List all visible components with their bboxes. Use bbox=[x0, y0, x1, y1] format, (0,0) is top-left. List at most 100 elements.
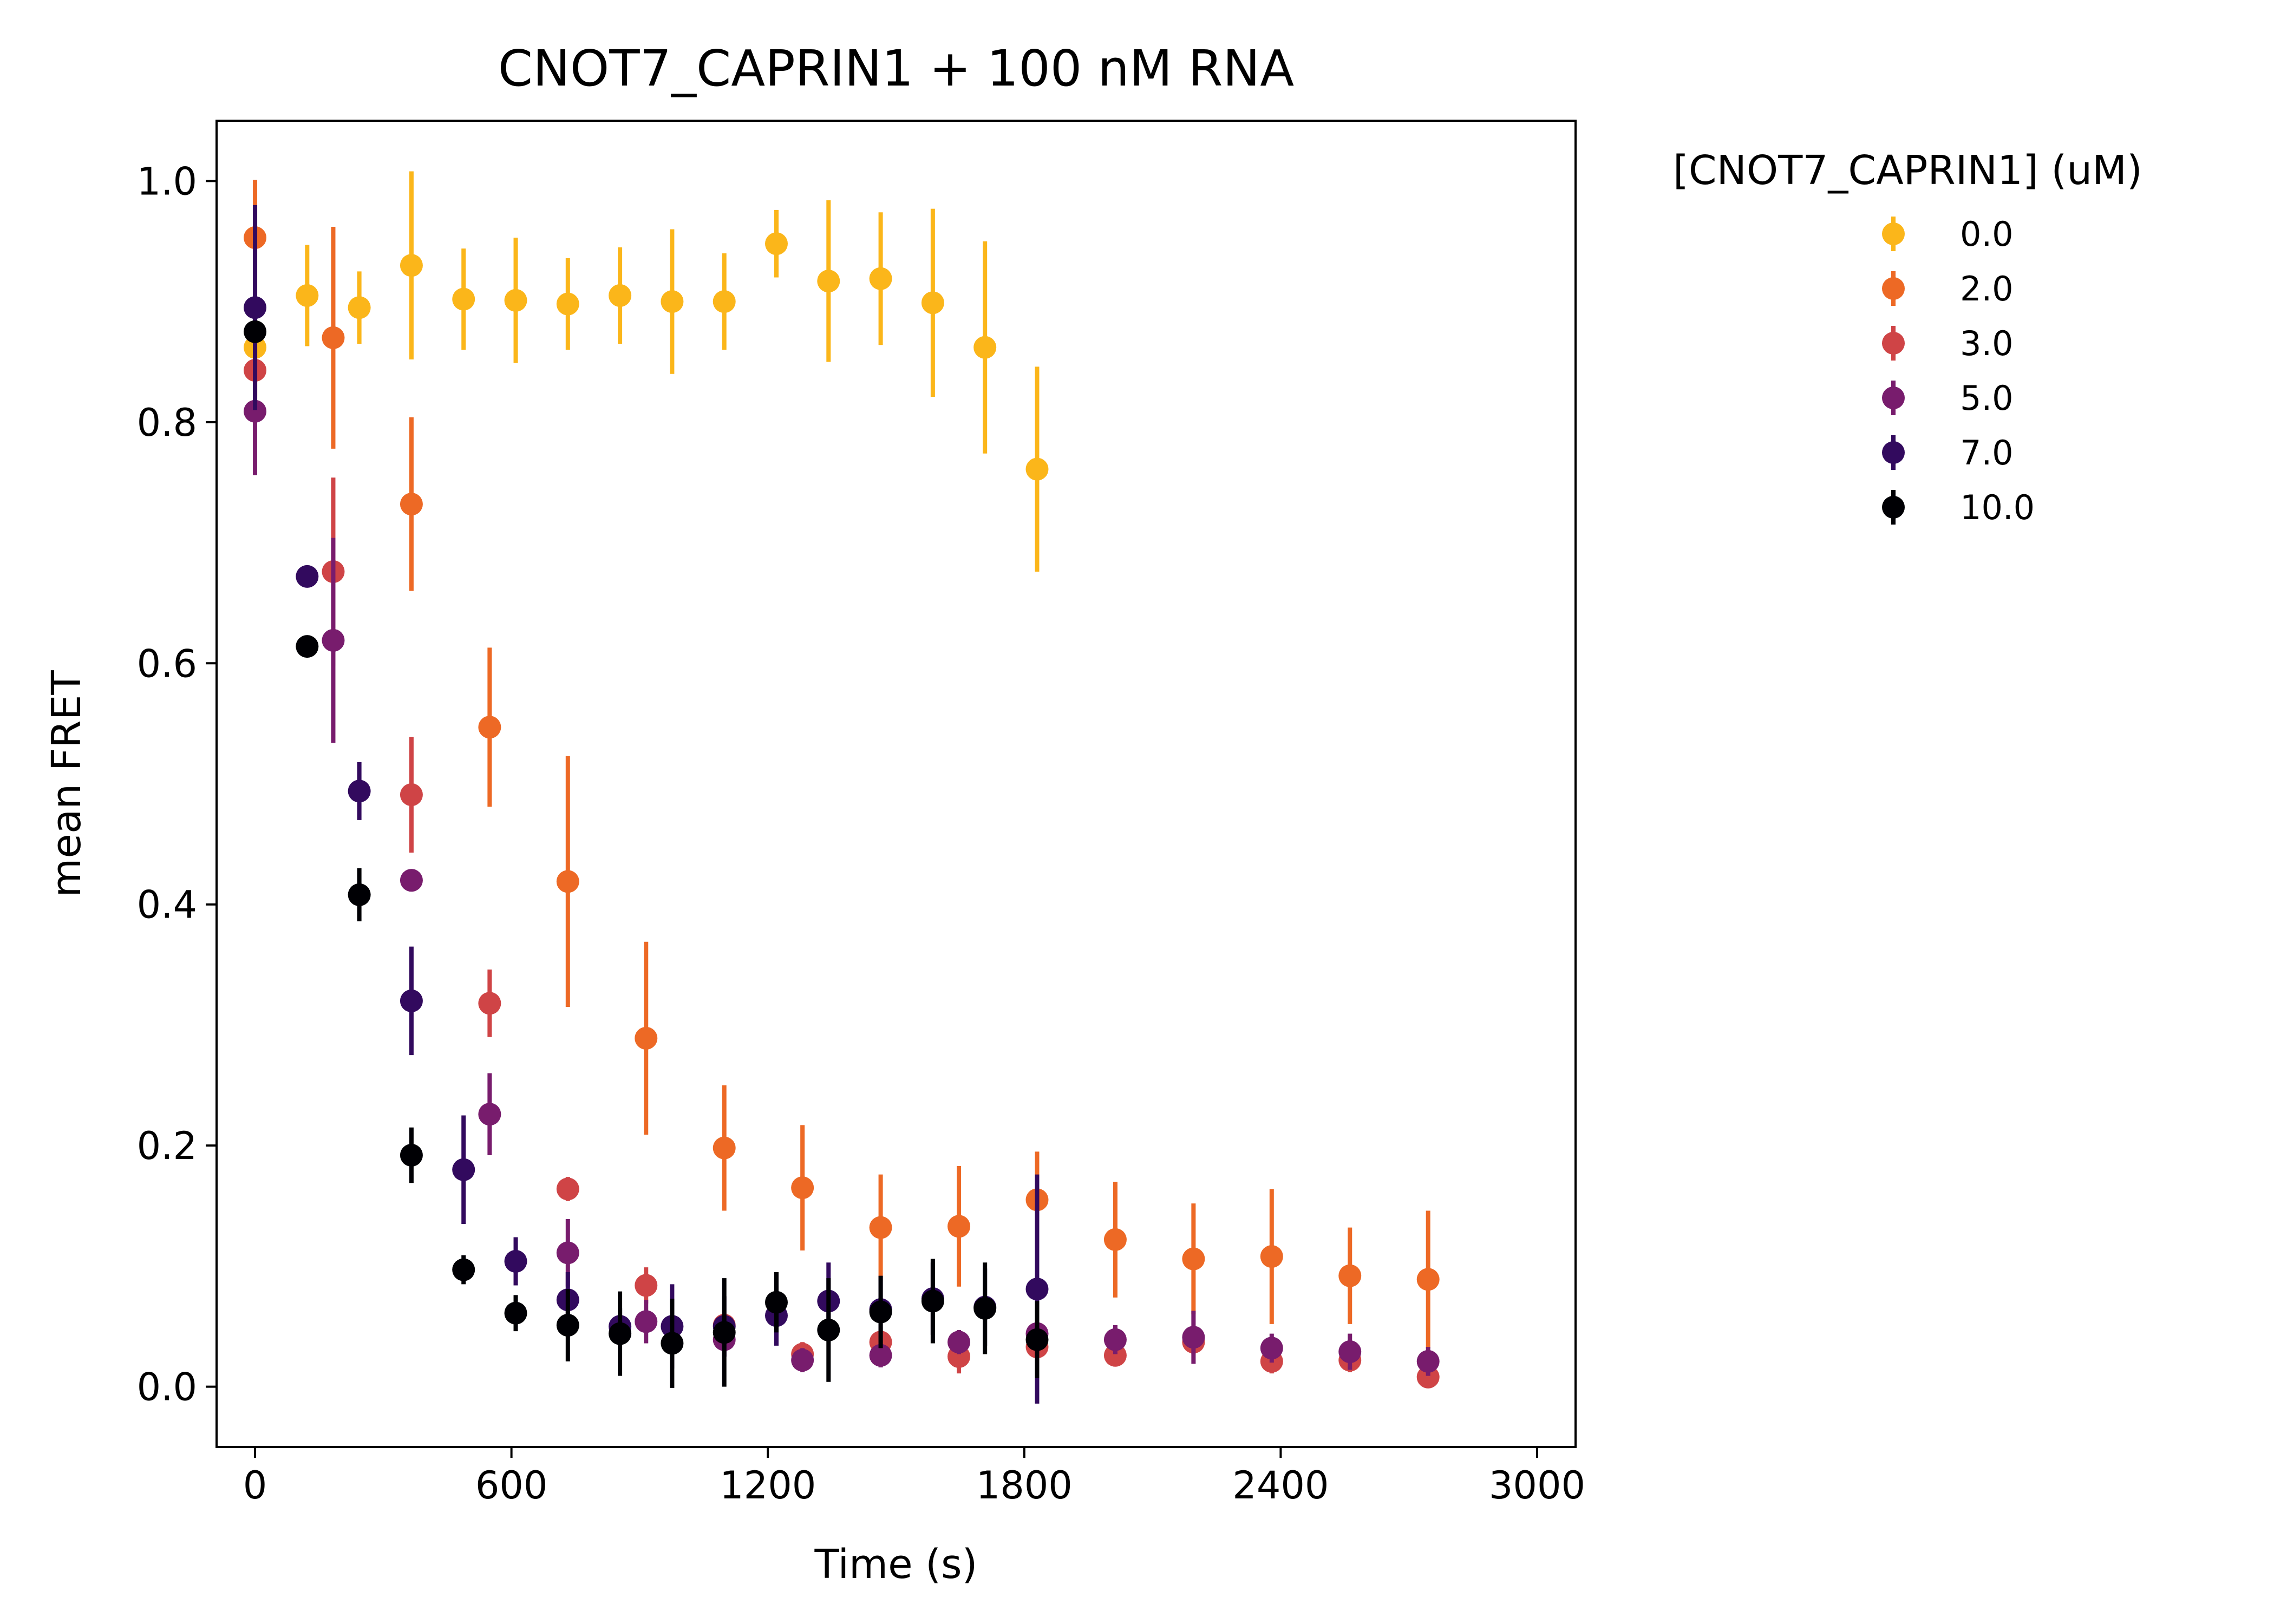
data-point bbox=[973, 1296, 997, 1320]
legend-item-0.0: 0.0 bbox=[1882, 214, 2014, 254]
data-point bbox=[400, 254, 423, 277]
data-point bbox=[609, 284, 632, 307]
data-point bbox=[948, 1331, 971, 1354]
legend-item-5.0: 5.0 bbox=[1882, 378, 2014, 418]
series-5.0 bbox=[244, 347, 1440, 1376]
series-0.0 bbox=[244, 171, 1049, 572]
data-point bbox=[504, 1301, 527, 1325]
legend-marker bbox=[1882, 441, 1905, 464]
x-tick-label: 2400 bbox=[1232, 1463, 1329, 1508]
data-point bbox=[791, 1176, 814, 1200]
data-point bbox=[244, 400, 267, 423]
data-point bbox=[556, 1177, 579, 1201]
x-tick-label: 3000 bbox=[1489, 1463, 1585, 1508]
data-point bbox=[1182, 1326, 1205, 1349]
data-point bbox=[452, 1258, 475, 1281]
data-point bbox=[244, 320, 267, 343]
data-point bbox=[791, 1348, 814, 1372]
y-tick-label: 0.6 bbox=[137, 641, 197, 686]
legend-item-3.0: 3.0 bbox=[1882, 324, 2014, 363]
data-point bbox=[556, 1314, 579, 1337]
y-tick-label: 1.0 bbox=[137, 159, 197, 204]
data-point bbox=[1103, 1228, 1127, 1251]
data-point bbox=[635, 1310, 658, 1333]
data-point bbox=[478, 1103, 501, 1126]
data-point bbox=[869, 1300, 892, 1324]
data-point bbox=[556, 1241, 579, 1265]
x-tick-label: 600 bbox=[475, 1463, 548, 1508]
data-point bbox=[1182, 1247, 1205, 1271]
legend-marker bbox=[1882, 496, 1905, 519]
data-point bbox=[452, 1158, 475, 1181]
data-point bbox=[296, 565, 319, 588]
x-tick-label: 0 bbox=[243, 1463, 267, 1508]
data-point bbox=[322, 326, 345, 349]
data-point bbox=[713, 290, 736, 313]
data-point bbox=[869, 1216, 892, 1239]
data-point bbox=[322, 628, 345, 652]
data-point bbox=[348, 883, 371, 906]
data-point bbox=[556, 870, 579, 893]
data-point bbox=[504, 289, 527, 312]
data-point bbox=[817, 1318, 840, 1341]
data-point bbox=[1103, 1344, 1127, 1367]
data-point bbox=[400, 783, 423, 807]
legend-label: 3.0 bbox=[1960, 324, 2014, 363]
x-axis: 0 600 1200 1800 2400 3000 bbox=[243, 1447, 1585, 1508]
data-point bbox=[869, 1344, 892, 1367]
data-point bbox=[1416, 1268, 1440, 1291]
data-point bbox=[1025, 1328, 1049, 1351]
data-point bbox=[504, 1250, 527, 1273]
data-point bbox=[869, 267, 892, 290]
data-point bbox=[348, 296, 371, 319]
legend-marker bbox=[1882, 332, 1905, 355]
legend-item-7.0: 7.0 bbox=[1882, 433, 2014, 473]
data-point bbox=[1260, 1337, 1283, 1360]
data-point bbox=[948, 1215, 971, 1238]
data-point bbox=[713, 1136, 736, 1160]
data-point bbox=[713, 1321, 736, 1344]
data-point bbox=[400, 869, 423, 892]
x-tick-label: 1200 bbox=[720, 1463, 816, 1508]
data-point bbox=[1025, 1278, 1049, 1301]
x-axis-label: Time (s) bbox=[814, 1541, 978, 1588]
data-point bbox=[1338, 1264, 1362, 1287]
data-point bbox=[478, 992, 501, 1015]
data-point bbox=[296, 284, 319, 307]
chart-title: CNOT7_CAPRIN1 + 100 nM RNA bbox=[498, 40, 1294, 97]
y-axis: 0.0 0.2 0.4 0.6 0.8 1.0 bbox=[137, 159, 217, 1410]
y-tick-label: 0.8 bbox=[137, 401, 197, 445]
legend-label: 5.0 bbox=[1960, 378, 2014, 418]
legend-title: [CNOT7_CAPRIN1] (uM) bbox=[1673, 147, 2142, 194]
data-point bbox=[635, 1274, 658, 1297]
data-point bbox=[1025, 457, 1049, 481]
y-tick-label: 0.0 bbox=[137, 1365, 197, 1410]
legend-item-10.0: 10.0 bbox=[1882, 488, 2035, 527]
data-point bbox=[1416, 1350, 1440, 1373]
legend-label: 0.0 bbox=[1960, 214, 2014, 254]
data-point bbox=[817, 270, 840, 293]
legend-label: 2.0 bbox=[1960, 269, 2014, 309]
data-point bbox=[661, 1332, 684, 1355]
y-tick-label: 0.4 bbox=[137, 883, 197, 927]
data-point bbox=[400, 989, 423, 1012]
data-point bbox=[1103, 1328, 1127, 1351]
legend-label: 7.0 bbox=[1960, 433, 2014, 473]
y-axis-label: mean FRET bbox=[43, 670, 90, 898]
data-point bbox=[973, 336, 997, 359]
data-point bbox=[1338, 1340, 1362, 1364]
y-tick-label: 0.2 bbox=[137, 1124, 197, 1168]
plot-frame bbox=[215, 120, 1577, 1448]
legend-marker bbox=[1882, 277, 1905, 300]
data-point bbox=[1416, 1365, 1440, 1389]
data-point bbox=[348, 780, 371, 803]
series-10.0 bbox=[244, 320, 1049, 1388]
data-point bbox=[764, 1291, 788, 1314]
data-point bbox=[1260, 1245, 1283, 1268]
data-point bbox=[764, 232, 788, 256]
data-point bbox=[478, 716, 501, 739]
legend-marker bbox=[1882, 387, 1905, 409]
legend-label: 10.0 bbox=[1960, 488, 2035, 527]
x-tick-label: 1800 bbox=[976, 1463, 1073, 1508]
